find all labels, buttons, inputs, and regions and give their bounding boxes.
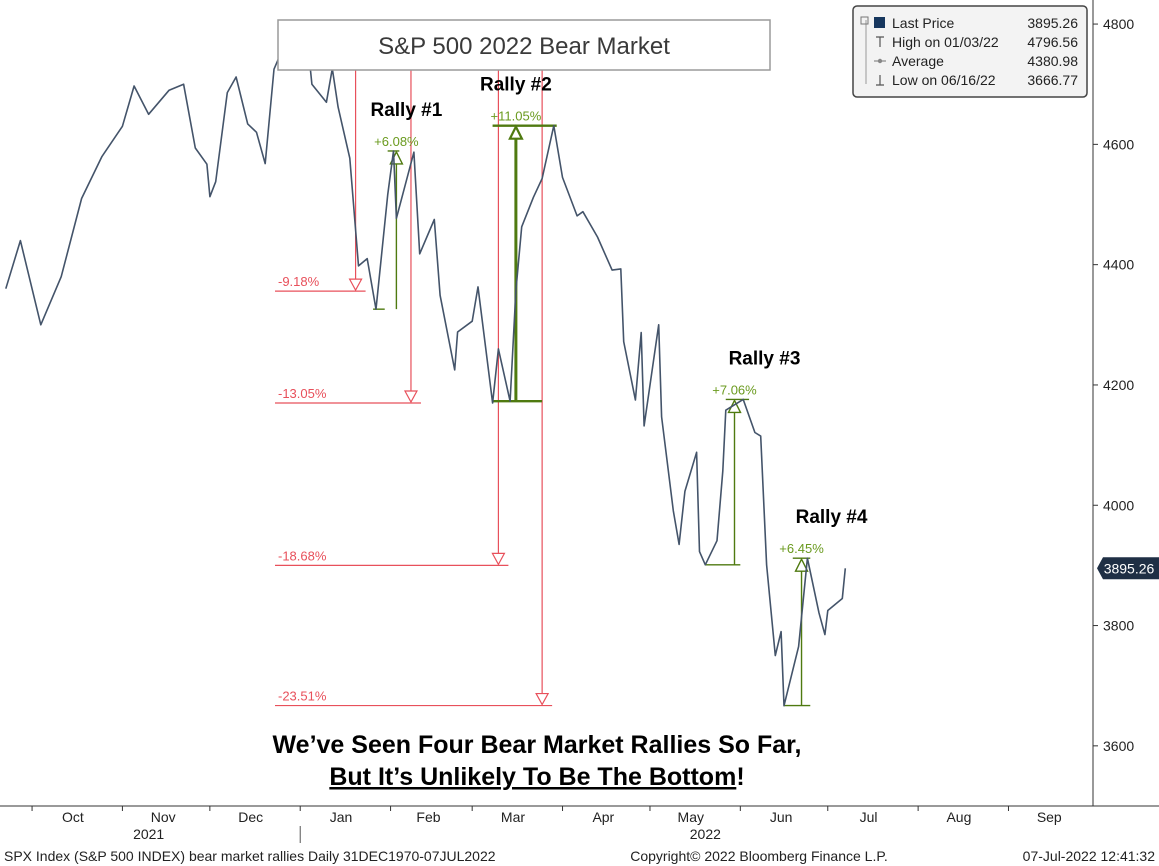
x-tick-label: Feb	[416, 809, 440, 825]
rally-name-label: Rally #4	[796, 507, 868, 528]
y-axis-ticks: 3600 3800 4000 4200 4400 4600 4800	[1093, 16, 1134, 754]
rally-pct-label: +6.45%	[779, 541, 824, 556]
rally-arrow-head	[508, 124, 524, 140]
x-tick-label: Apr	[592, 809, 614, 825]
chart-title: S&P 500 2022 Bear Market	[378, 33, 670, 60]
legend-collapse-icon	[860, 16, 869, 25]
decline-arrow-head	[491, 552, 506, 566]
last-price-tag: 3895.26	[1097, 557, 1159, 580]
x-tick-label: Dec	[238, 809, 263, 825]
legend-value-last-price: 3895.26	[1027, 15, 1078, 31]
y-tick-label: 4200	[1103, 377, 1134, 393]
rally-pct-label: +6.08%	[374, 134, 419, 149]
message-line-1: We’ve Seen Four Bear Market Rallies So F…	[273, 731, 802, 759]
title-box: S&P 500 2022 Bear Market	[277, 19, 771, 71]
legend-label-low: Low on 06/16/22	[892, 72, 996, 88]
message-line-2: But It’s Unlikely To Be The Bottom!	[329, 763, 744, 791]
footer-copyright: Copyright© 2022 Bloomberg Finance L.P.	[630, 848, 888, 864]
y-tick-label: 3800	[1103, 618, 1134, 634]
footer-source: SPX Index (S&P 500 INDEX) bear market ra…	[4, 848, 496, 864]
y-tick-label: 4800	[1103, 16, 1134, 32]
x-tick-label: May	[678, 809, 704, 825]
x-tick-label: Nov	[151, 809, 176, 825]
decline-annotations: -9.18% -13.05% -18.68% -23.51%	[275, 32, 553, 707]
y-tick-label: 4000	[1103, 497, 1134, 513]
decline-label: -23.51%	[278, 689, 327, 704]
decline-arrow-head	[403, 390, 418, 404]
message-line-2-underlined: But It’s Unlikely To Be The Bottom	[329, 763, 736, 791]
last-price-label: 3895.26	[1104, 560, 1155, 576]
y-tick-label: 4600	[1103, 136, 1134, 152]
x-tick-label: Oct	[62, 809, 84, 825]
legend-label-high: High on 01/03/22	[892, 34, 999, 50]
rally-name-label: Rally #1	[370, 100, 442, 121]
title-frame	[277, 19, 771, 71]
year-label: 2022	[690, 826, 721, 842]
decline-arrow-head	[535, 692, 550, 706]
plot-frame	[0, 0, 1159, 807]
x-tick-label: Jan	[330, 809, 353, 825]
x-tick-label: Sep	[1037, 809, 1062, 825]
decline-label: -9.18%	[278, 274, 320, 289]
legend-frame	[852, 5, 1088, 98]
x-tick-label: Jun	[770, 809, 793, 825]
legend-value-average: 4380.98	[1027, 53, 1078, 69]
low-marker-icon	[876, 75, 884, 86]
footer-timestamp: 07-Jul-2022 12:41:32	[1023, 848, 1156, 864]
legend-value-high: 4796.56	[1027, 34, 1078, 50]
rally-annotations: +6.08% Rally #1 +11.05% Rally #2 +7.06% Rally…	[370, 75, 868, 707]
x-tick-label: Aug	[946, 809, 971, 825]
rally-pct-label: +7.06%	[712, 382, 757, 397]
legend-value-low: 3666.77	[1027, 72, 1078, 88]
decline-label: -13.05%	[278, 386, 327, 401]
legend-label-average: Average	[892, 53, 944, 69]
rally-name-label: Rally #3	[729, 348, 801, 369]
rally-name-label: Rally #2	[480, 75, 552, 96]
decline-label: -18.68%	[278, 548, 327, 563]
year-label: 2021	[133, 826, 164, 842]
y-tick-label: 4400	[1103, 257, 1134, 273]
price-series-line	[5, 25, 847, 707]
average-marker-dot	[877, 58, 883, 64]
rally-arrow-head	[794, 557, 809, 572]
x-axis-ticks: Oct Nov Dec Jan Feb Mar Apr May Jun Jul Aug Sep 2021…	[31, 806, 1062, 843]
rally-pct-label: +11.05%	[491, 109, 542, 124]
x-tick-label: Jul	[860, 809, 878, 825]
square-marker-icon	[874, 17, 885, 28]
last-price-tag-shape	[1097, 557, 1159, 580]
y-tick-label: 3600	[1103, 738, 1134, 754]
footer: SPX Index (S&P 500 INDEX) bear market ra…	[4, 848, 1155, 864]
bottom-message: We’ve Seen Four Bear Market Rallies So F…	[273, 731, 802, 791]
legend-box: Last Price 3895.26 High on 01/03/22 4796…	[852, 5, 1088, 98]
message-line-2-suffix: !	[736, 763, 744, 791]
decline-arrow-head	[348, 278, 363, 292]
legend-label-last-price: Last Price	[892, 15, 954, 31]
x-tick-label: Mar	[501, 809, 525, 825]
high-marker-icon	[876, 36, 884, 47]
